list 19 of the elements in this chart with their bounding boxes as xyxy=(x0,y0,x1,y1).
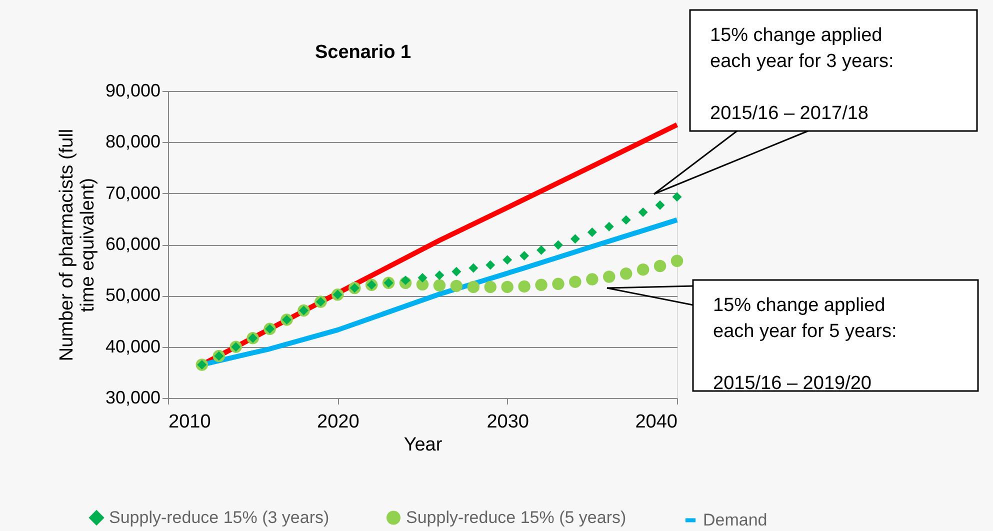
y-tick-label: 80,000 xyxy=(105,132,160,152)
legend-label: Demand xyxy=(703,510,768,530)
x-tick-label: 2040 xyxy=(635,412,678,432)
legend-label: Supply-reduce 15% (5 years) xyxy=(406,508,626,527)
y-axis-title: Number of pharmacists (full time equivalent) xyxy=(56,128,98,362)
x-tick-label: 2010 xyxy=(168,412,211,432)
chart-title: Scenario 1 xyxy=(314,42,412,63)
legend-label: Supply-reduce 15% (3 years) xyxy=(109,508,330,527)
y-tick-label: 90,000 xyxy=(105,80,160,100)
y-tick-label: 60,000 xyxy=(105,234,160,254)
y-tick-label: 50,000 xyxy=(105,285,160,306)
text: 15% change applied each year for 5 years: 2015/16 – 2019/20 xyxy=(713,295,897,394)
y-tick-label: 30,000 xyxy=(105,388,160,408)
text: 15% change applied each year for 3 years: 2015/16 – 2017/18 xyxy=(710,25,894,124)
y-tick-label: 70,000 xyxy=(105,182,160,203)
x-tick-label: 2020 xyxy=(317,412,360,432)
y-tick-label: 40,000 xyxy=(105,336,160,356)
x-axis-title: Year xyxy=(404,434,443,456)
x-tick-label: 2030 xyxy=(486,412,529,432)
